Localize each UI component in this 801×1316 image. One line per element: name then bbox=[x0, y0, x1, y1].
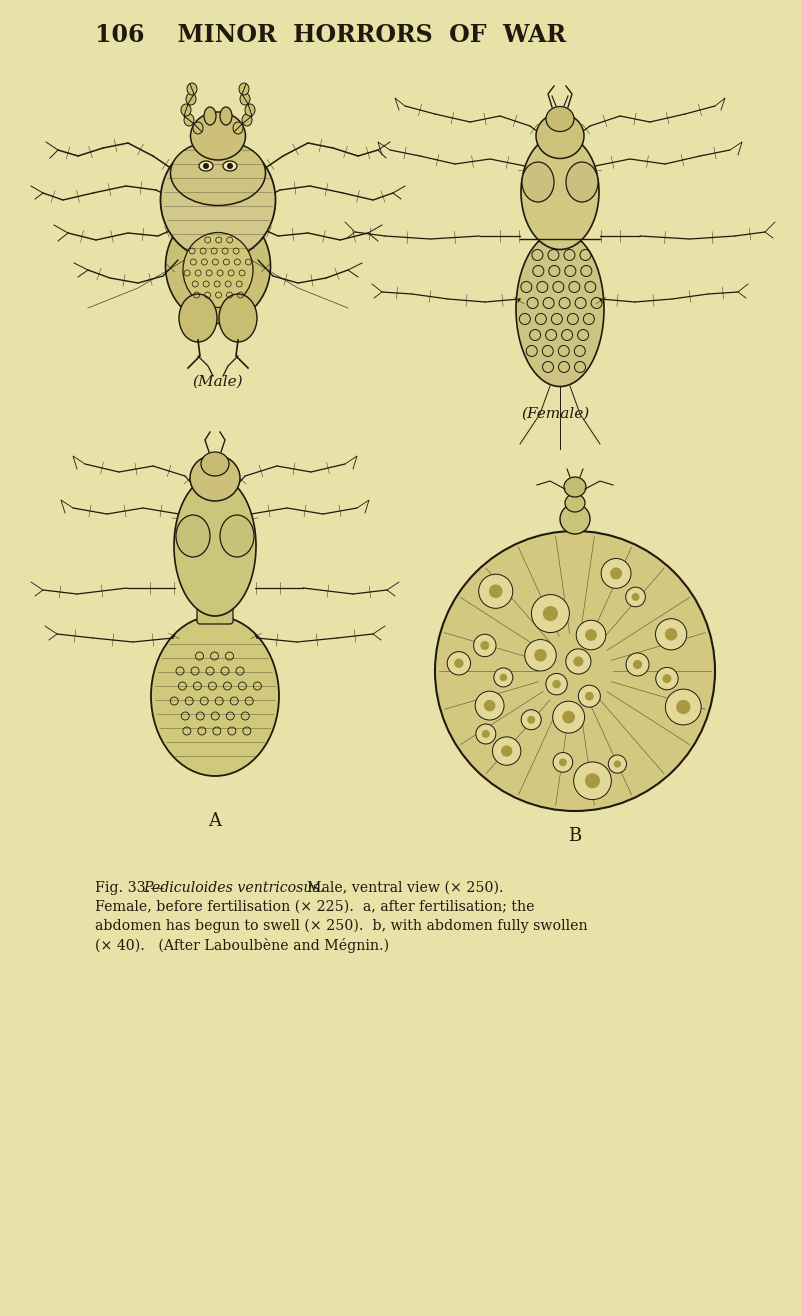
Circle shape bbox=[454, 658, 464, 669]
Circle shape bbox=[566, 649, 591, 674]
Ellipse shape bbox=[191, 112, 245, 161]
Text: (× 40).   (After Laboulbène and Mégnin.): (× 40). (After Laboulbène and Mégnin.) bbox=[95, 938, 389, 953]
Circle shape bbox=[585, 692, 594, 700]
Circle shape bbox=[435, 530, 715, 811]
Circle shape bbox=[203, 163, 209, 168]
Text: Female, before fertilisation (× 225).  a, after fertilisation; the: Female, before fertilisation (× 225). a,… bbox=[95, 900, 534, 915]
Ellipse shape bbox=[546, 107, 574, 132]
Text: B: B bbox=[569, 826, 582, 845]
Ellipse shape bbox=[204, 107, 216, 125]
Circle shape bbox=[665, 628, 678, 641]
Ellipse shape bbox=[183, 233, 253, 308]
Circle shape bbox=[475, 691, 504, 720]
Ellipse shape bbox=[219, 293, 257, 342]
Ellipse shape bbox=[242, 114, 252, 126]
Ellipse shape bbox=[190, 455, 240, 501]
Circle shape bbox=[531, 595, 570, 633]
Ellipse shape bbox=[223, 161, 237, 171]
Ellipse shape bbox=[151, 616, 279, 776]
Circle shape bbox=[676, 700, 690, 715]
Circle shape bbox=[545, 674, 567, 695]
Circle shape bbox=[501, 745, 513, 757]
Ellipse shape bbox=[187, 83, 197, 95]
Text: A: A bbox=[208, 812, 222, 830]
Circle shape bbox=[626, 587, 646, 607]
Ellipse shape bbox=[176, 515, 210, 557]
Ellipse shape bbox=[193, 122, 203, 134]
Ellipse shape bbox=[220, 107, 232, 125]
Circle shape bbox=[666, 690, 701, 725]
Circle shape bbox=[534, 649, 547, 662]
Circle shape bbox=[585, 774, 600, 788]
Ellipse shape bbox=[522, 162, 554, 201]
Circle shape bbox=[479, 574, 513, 608]
Ellipse shape bbox=[521, 134, 599, 250]
Circle shape bbox=[500, 674, 507, 682]
Circle shape bbox=[493, 737, 521, 766]
FancyBboxPatch shape bbox=[197, 588, 233, 624]
Text: (Male): (Male) bbox=[193, 375, 244, 390]
Ellipse shape bbox=[179, 293, 217, 342]
Circle shape bbox=[608, 755, 626, 772]
Circle shape bbox=[614, 761, 621, 767]
Circle shape bbox=[521, 709, 541, 730]
Circle shape bbox=[574, 762, 611, 800]
Text: Male, ventral view (× 250).: Male, ventral view (× 250). bbox=[298, 880, 504, 895]
Circle shape bbox=[559, 758, 567, 766]
Ellipse shape bbox=[239, 83, 249, 95]
Circle shape bbox=[484, 700, 495, 712]
Circle shape bbox=[476, 724, 496, 744]
Circle shape bbox=[655, 619, 686, 650]
Ellipse shape bbox=[240, 93, 250, 105]
Circle shape bbox=[576, 620, 606, 650]
Ellipse shape bbox=[160, 139, 276, 261]
Ellipse shape bbox=[186, 93, 196, 105]
Circle shape bbox=[553, 753, 573, 772]
Ellipse shape bbox=[245, 104, 255, 116]
Circle shape bbox=[662, 674, 671, 683]
Circle shape bbox=[525, 640, 556, 671]
Circle shape bbox=[473, 634, 496, 657]
Circle shape bbox=[489, 584, 502, 597]
Ellipse shape bbox=[201, 451, 229, 476]
Circle shape bbox=[633, 659, 642, 669]
Ellipse shape bbox=[516, 232, 604, 387]
Circle shape bbox=[562, 711, 575, 724]
Text: abdomen has begun to swell (× 250).  b, with abdomen fully swollen: abdomen has begun to swell (× 250). b, w… bbox=[95, 919, 588, 933]
Ellipse shape bbox=[171, 141, 265, 205]
Circle shape bbox=[494, 669, 513, 687]
Ellipse shape bbox=[566, 162, 598, 201]
Ellipse shape bbox=[174, 476, 256, 616]
Circle shape bbox=[578, 686, 601, 707]
Circle shape bbox=[585, 629, 597, 641]
Circle shape bbox=[553, 680, 561, 688]
Ellipse shape bbox=[166, 208, 271, 324]
Circle shape bbox=[481, 641, 489, 650]
Text: Pediculoides ventricosus.: Pediculoides ventricosus. bbox=[143, 880, 324, 895]
Circle shape bbox=[601, 558, 631, 588]
Circle shape bbox=[553, 701, 585, 733]
Circle shape bbox=[626, 653, 649, 676]
Text: Fig. 33.—: Fig. 33.— bbox=[95, 880, 164, 895]
Ellipse shape bbox=[536, 113, 584, 158]
Ellipse shape bbox=[181, 104, 191, 116]
Circle shape bbox=[656, 667, 678, 690]
Text: 106    MINOR  HORRORS  OF  WAR: 106 MINOR HORRORS OF WAR bbox=[95, 22, 566, 47]
Circle shape bbox=[482, 730, 490, 738]
Ellipse shape bbox=[184, 114, 194, 126]
Ellipse shape bbox=[220, 515, 254, 557]
Circle shape bbox=[227, 163, 233, 168]
Circle shape bbox=[632, 594, 639, 601]
Circle shape bbox=[527, 716, 535, 724]
Ellipse shape bbox=[560, 504, 590, 534]
Circle shape bbox=[543, 605, 558, 621]
Circle shape bbox=[447, 651, 470, 675]
Ellipse shape bbox=[564, 476, 586, 497]
Text: (Female): (Female) bbox=[521, 407, 589, 421]
Circle shape bbox=[574, 657, 583, 666]
Ellipse shape bbox=[199, 161, 213, 171]
Ellipse shape bbox=[233, 122, 243, 134]
Ellipse shape bbox=[565, 494, 585, 512]
Circle shape bbox=[610, 567, 622, 579]
